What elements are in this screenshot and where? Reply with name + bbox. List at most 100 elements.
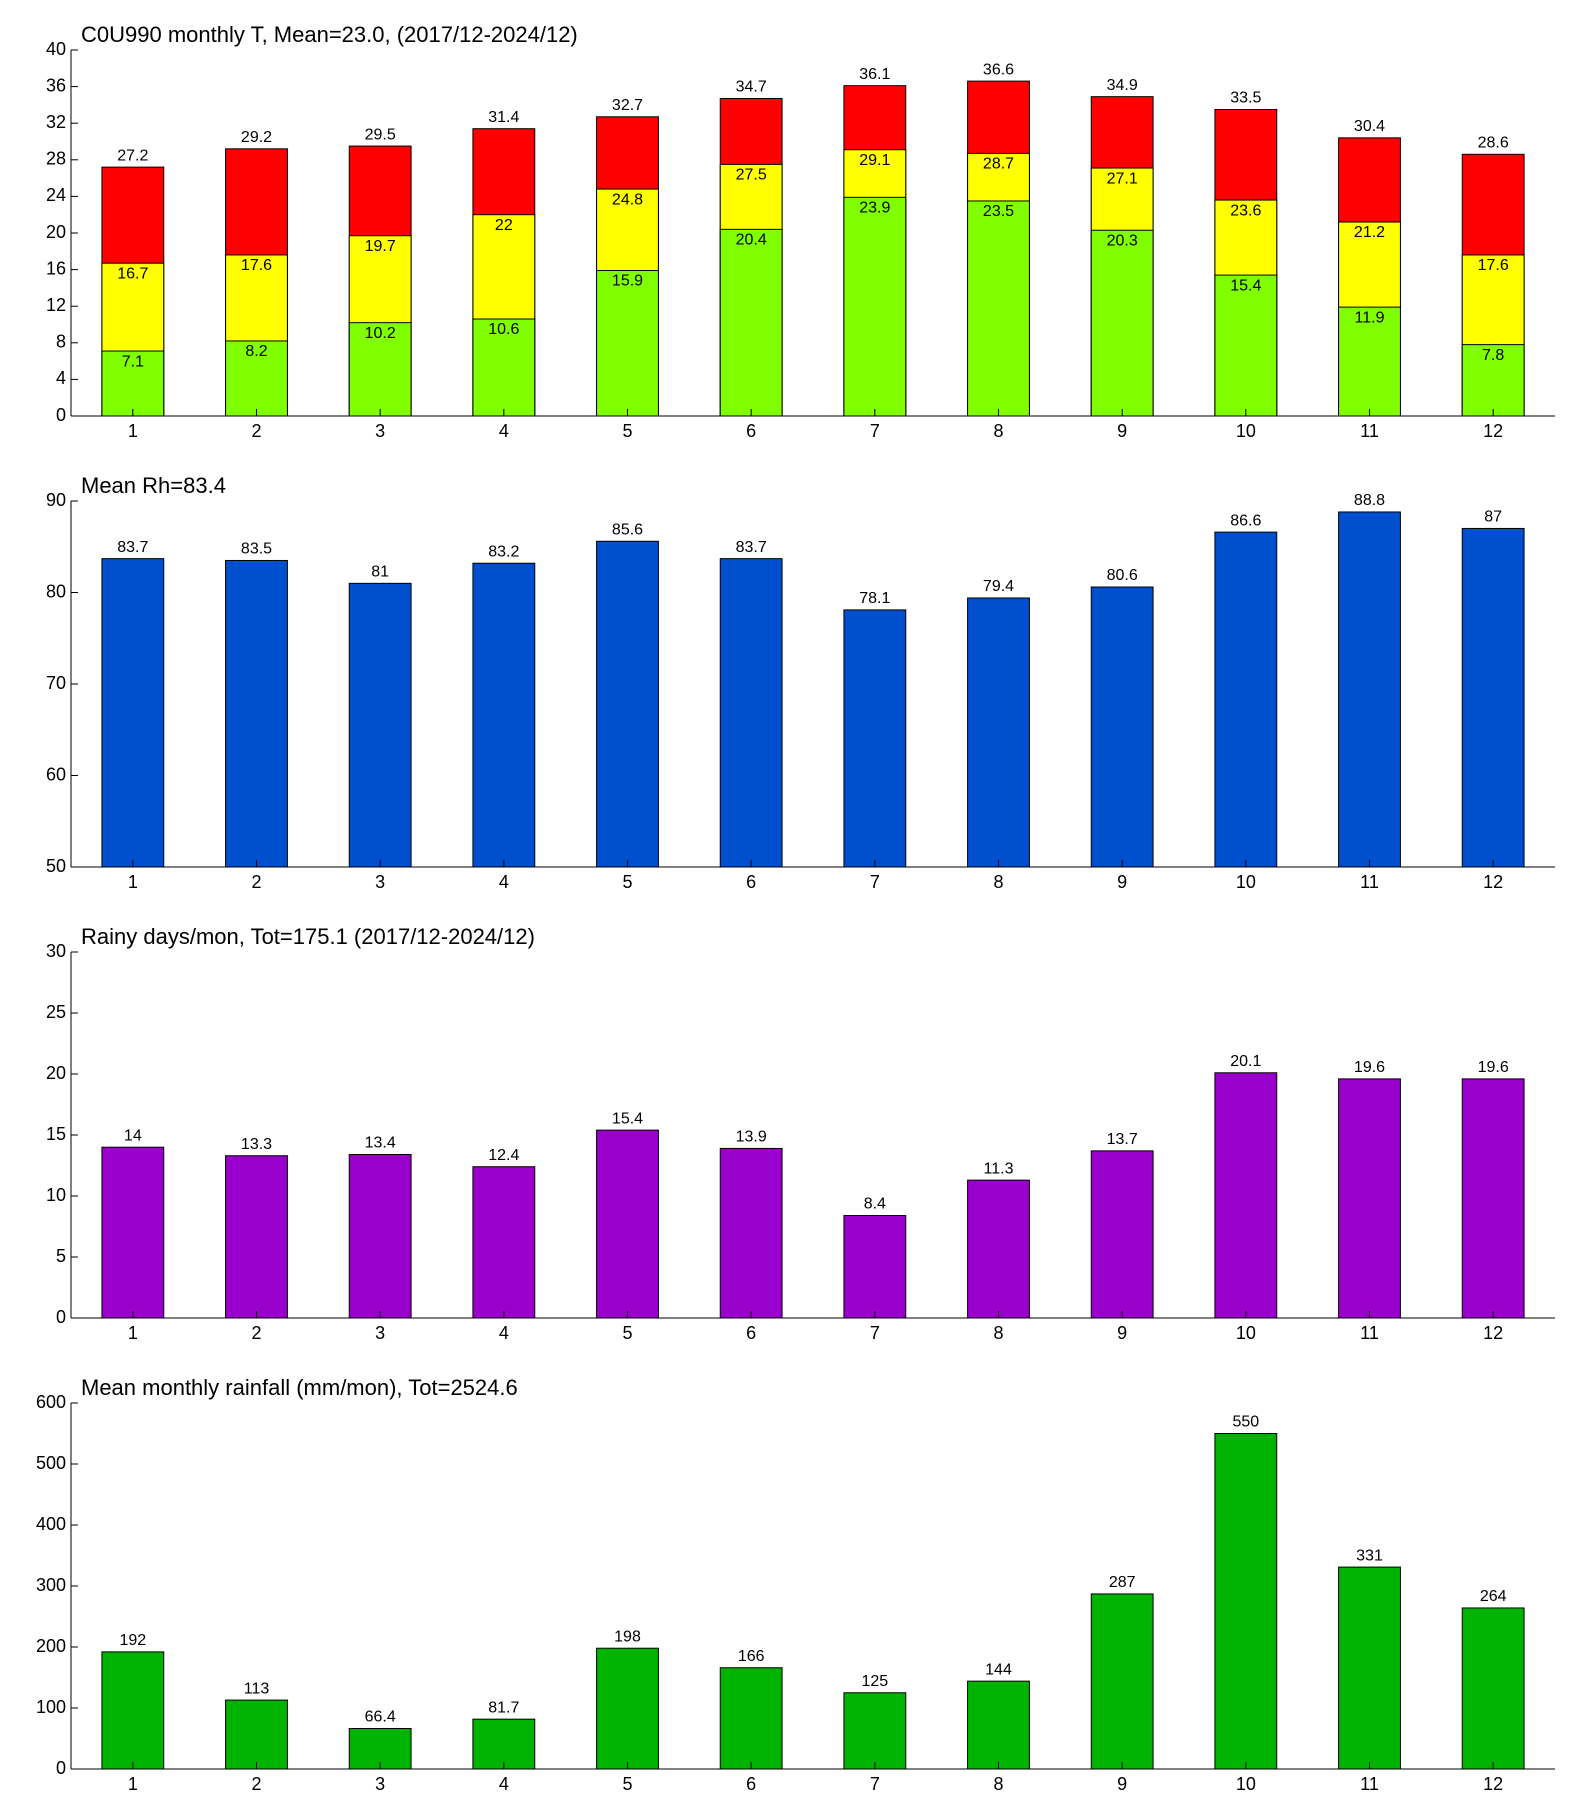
x-tick-label: 11	[1360, 872, 1379, 892]
x-tick-label: 4	[499, 421, 509, 441]
x-tick-label: 10	[1236, 1323, 1256, 1343]
y-tick-label: 50	[46, 856, 66, 876]
data-label: 22	[495, 217, 513, 234]
y-tick-label: 40	[46, 39, 66, 59]
x-tick-label: 2	[251, 872, 261, 892]
data-label: 66.4	[365, 1709, 396, 1726]
bar	[472, 562, 536, 868]
x-tick-label: 7	[870, 1774, 880, 1794]
y-tick-label: 20	[46, 1063, 66, 1083]
data-label: 8.2	[245, 343, 267, 360]
bar	[596, 1647, 659, 1770]
x-tick-label: 1	[128, 872, 138, 892]
data-label: 86.6	[1230, 512, 1261, 529]
data-label: 331	[1356, 1547, 1383, 1564]
y-tick-label: 0	[56, 405, 66, 425]
y-tick-label: 15	[46, 1124, 66, 1144]
data-label: 7.1	[122, 353, 144, 370]
bar	[719, 1667, 783, 1770]
bar	[1461, 1078, 1525, 1319]
y-tick-label: 8	[56, 332, 66, 352]
data-label: 85.6	[612, 521, 643, 538]
data-label: 13.3	[241, 1136, 272, 1153]
x-tick-label: 4	[499, 1774, 509, 1794]
x-tick-label: 3	[375, 872, 385, 892]
x-tick-label: 9	[1117, 1774, 1127, 1794]
x-tick-label: 3	[375, 1774, 385, 1794]
bar	[1214, 1433, 1278, 1770]
y-tick-label: 24	[46, 185, 66, 205]
bar	[1214, 531, 1278, 868]
x-tick-label: 5	[622, 1774, 632, 1794]
x-tick-label: 6	[746, 872, 756, 892]
x-tick-label: 1	[128, 1774, 138, 1794]
x-tick-label: 12	[1483, 872, 1503, 892]
y-tick-label: 32	[46, 112, 66, 132]
data-label: 80.6	[1107, 567, 1138, 584]
data-label: 19.6	[1478, 1059, 1509, 1076]
data-label: 79.4	[983, 578, 1014, 595]
data-label: 192	[119, 1632, 146, 1649]
data-label: 287	[1109, 1574, 1136, 1591]
data-label: 81.7	[488, 1699, 519, 1716]
data-label: 78.1	[859, 590, 890, 607]
data-label: 81	[371, 564, 389, 581]
data-label: 13.7	[1107, 1131, 1138, 1148]
x-tick-label: 2	[251, 1323, 261, 1343]
data-label: 13.4	[365, 1135, 396, 1152]
y-tick-label: 12	[46, 295, 66, 315]
data-label: 8.4	[864, 1196, 886, 1213]
y-tick-label: 70	[46, 673, 66, 693]
x-tick-label: 8	[993, 1323, 1003, 1343]
x-tick-label: 8	[993, 421, 1003, 441]
y-tick-label: 90	[46, 490, 66, 510]
data-label: 87	[1484, 509, 1502, 526]
bar	[719, 558, 783, 868]
bar	[225, 1155, 288, 1319]
data-label: 10.6	[488, 321, 519, 338]
bar	[225, 340, 288, 417]
x-tick-label: 6	[746, 1323, 756, 1343]
y-tick-label: 30	[46, 941, 66, 961]
data-label: 550	[1232, 1414, 1259, 1431]
data-label: 23.5	[983, 203, 1014, 220]
data-label: 83.7	[117, 539, 148, 556]
data-label: 16.7	[117, 265, 148, 282]
y-tick-label: 300	[36, 1575, 66, 1595]
y-tick-label: 0	[56, 1758, 66, 1778]
data-label: 27.2	[117, 147, 148, 164]
bar	[1461, 344, 1525, 417]
bar	[101, 1146, 165, 1319]
chart-title: Mean Rh=83.4	[81, 473, 226, 498]
data-label: 144	[985, 1661, 1012, 1678]
data-label: 32.7	[612, 97, 643, 114]
chart-title: Rainy days/mon, Tot=175.1 (2017/12-2024/…	[81, 924, 535, 949]
x-tick-label: 3	[375, 421, 385, 441]
x-tick-label: 11	[1360, 421, 1379, 441]
bar	[1461, 1607, 1525, 1770]
data-label: 19.6	[1354, 1059, 1385, 1076]
data-label: 10.2	[365, 325, 396, 342]
y-tick-label: 200	[36, 1636, 66, 1656]
data-label: 19.7	[365, 238, 396, 255]
bar	[101, 1651, 165, 1770]
data-label: 29.5	[365, 126, 396, 143]
bar	[719, 228, 783, 417]
data-label: 166	[738, 1648, 765, 1665]
bar	[967, 1179, 1030, 1319]
x-tick-label: 3	[375, 1323, 385, 1343]
x-tick-label: 12	[1483, 421, 1503, 441]
x-tick-label: 8	[993, 1774, 1003, 1794]
x-tick-label: 2	[251, 1774, 261, 1794]
data-label: 83.7	[736, 539, 767, 556]
data-label: 21.2	[1354, 224, 1385, 241]
data-label: 13.9	[736, 1129, 767, 1146]
y-tick-label: 10	[46, 1185, 66, 1205]
x-tick-label: 12	[1483, 1774, 1503, 1794]
x-tick-label: 9	[1117, 1323, 1127, 1343]
bar	[348, 1154, 412, 1319]
y-tick-label: 100	[36, 1697, 66, 1717]
y-tick-label: 0	[56, 1307, 66, 1327]
y-tick-label: 400	[36, 1514, 66, 1534]
